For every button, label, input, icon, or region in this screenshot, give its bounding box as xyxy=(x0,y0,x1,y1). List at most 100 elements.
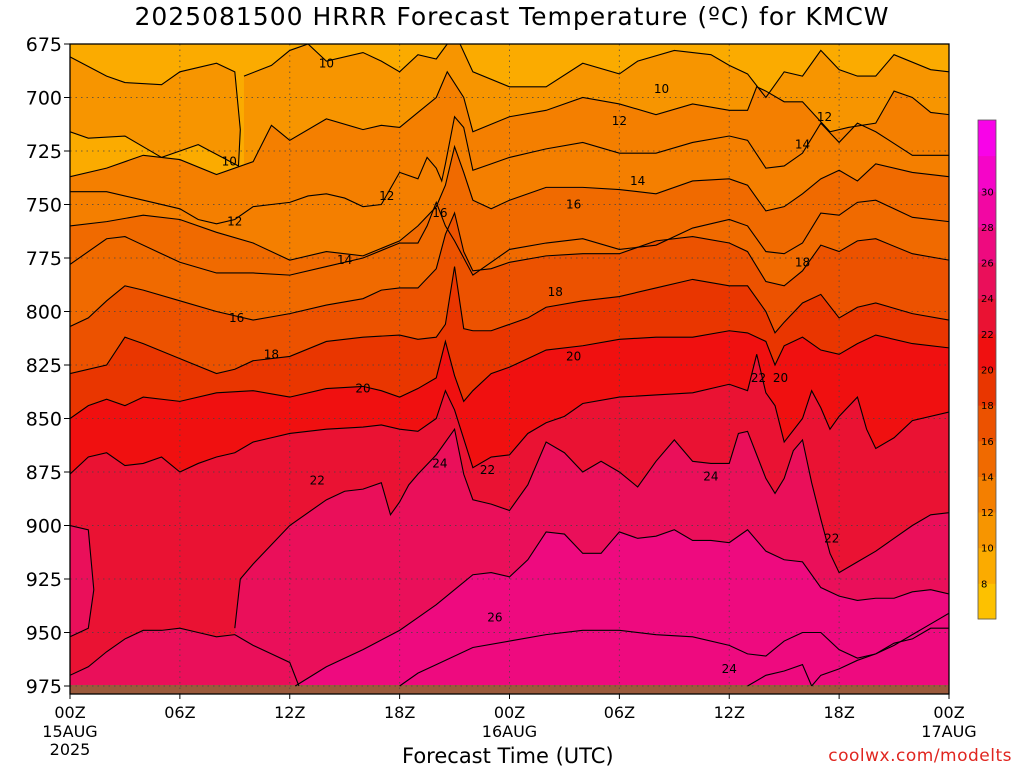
contour-24 xyxy=(70,524,95,638)
ground-strip xyxy=(70,685,949,694)
contour-label-10: 10 xyxy=(319,56,334,70)
fill-band-24 xyxy=(70,628,485,694)
contour-label-22: 22 xyxy=(824,531,839,545)
colorbar-segment-26 xyxy=(978,226,996,264)
y-tick-label-925: 925 xyxy=(26,569,62,591)
y-tick-label-825: 825 xyxy=(26,355,62,377)
y-axis: 675 700 725 750 775 800 825 850 875 900 925 950 975 xyxy=(26,34,70,698)
contour-24 xyxy=(747,663,813,687)
contour-label-20: 20 xyxy=(773,371,788,385)
contour-label-12: 12 xyxy=(227,215,242,229)
x-tick-date-48: 17AUG xyxy=(921,722,976,741)
chart-title: 2025081500 HRRR Forecast Temperature (ºC… xyxy=(134,2,890,31)
x-tick-label-36: 12Z xyxy=(714,703,745,722)
x-tick-label-24: 00Z xyxy=(494,703,525,722)
contour-16 xyxy=(70,211,949,327)
contour-label-18: 18 xyxy=(548,285,563,299)
contour-10 xyxy=(243,44,949,99)
contour-label-24: 24 xyxy=(703,469,718,483)
colorbar-segment-20 xyxy=(978,333,996,370)
contour-label-12: 12 xyxy=(612,114,627,128)
x-axis-title: Forecast Time (UTC) xyxy=(402,744,614,768)
contour-label-22: 22 xyxy=(751,371,766,385)
y-tick-label-675: 675 xyxy=(26,34,62,56)
contour-24 xyxy=(811,612,949,687)
contour-label-10: 10 xyxy=(654,82,669,96)
y-tick-label-975: 975 xyxy=(26,676,62,698)
colorbar-segment-8 xyxy=(978,547,996,584)
y-tick-label-950: 950 xyxy=(26,623,62,645)
source-credit: coolwx.com/modelts xyxy=(828,746,1012,766)
y-tick-label-700: 700 xyxy=(26,88,62,110)
contour-12 xyxy=(70,115,949,225)
colorbar-label-8: 8 xyxy=(981,579,987,590)
colorbar-label-30: 30 xyxy=(981,187,994,198)
colorbar-segment-28 xyxy=(978,191,996,228)
colorbar-label-24: 24 xyxy=(981,294,994,305)
colorbar-label-16: 16 xyxy=(981,437,994,448)
contour-label-16: 16 xyxy=(229,311,244,325)
colorbar-segment-14 xyxy=(978,440,996,477)
colorbar-segment-18 xyxy=(978,369,996,406)
contour-label-22: 22 xyxy=(480,463,495,477)
contour-24 xyxy=(234,427,949,629)
contour-22 xyxy=(70,354,949,475)
colorbar-label-22: 22 xyxy=(981,330,994,341)
y-tick-label-725: 725 xyxy=(26,141,62,163)
contour-label-20: 20 xyxy=(566,349,581,363)
y-tick-label-850: 850 xyxy=(26,409,62,431)
contour-24 xyxy=(70,627,300,687)
fill-band-26 xyxy=(399,628,949,694)
colorbar-segment-16 xyxy=(978,405,996,442)
x-tick-label-6: 06Z xyxy=(164,703,195,722)
x-tick-label-0: 00Z xyxy=(54,703,85,722)
colorbar-label-28: 28 xyxy=(981,223,994,234)
colorbar-segment-24 xyxy=(978,262,996,299)
colorbar: 8 10 12 14 16 18 20 22 24 26 28 30 xyxy=(977,119,997,620)
colorbar-segment-12 xyxy=(978,476,996,513)
contour-label-24: 24 xyxy=(432,456,447,470)
contour-26 xyxy=(399,627,949,687)
x-tick-label-48: 00Z xyxy=(933,703,964,722)
contour-label-18: 18 xyxy=(264,347,279,361)
colorbar-frame xyxy=(977,119,997,620)
contour-label-20: 20 xyxy=(355,382,370,396)
colorbar-label-20: 20 xyxy=(981,366,994,377)
contour-20 xyxy=(70,330,949,419)
y-tick-label-800: 800 xyxy=(26,302,62,324)
contour-label-16: 16 xyxy=(432,206,447,220)
colorbar-segment-6 xyxy=(978,583,996,620)
contour-label-18: 18 xyxy=(795,255,810,269)
y-tick-label-900: 900 xyxy=(26,516,62,538)
colorbar-segment-30 xyxy=(978,155,996,192)
contour-12 xyxy=(70,70,949,178)
x-tick-label-18: 18Z xyxy=(384,703,415,722)
colorbar-segment-10 xyxy=(978,512,996,549)
contour-label-10: 10 xyxy=(222,155,237,169)
contour-label-12: 12 xyxy=(379,189,394,203)
colorbar-segment-32 xyxy=(978,120,996,157)
contour-label-22: 22 xyxy=(310,474,325,488)
contour-18 xyxy=(70,266,949,375)
contour-14 xyxy=(70,144,949,261)
y-tick-label-875: 875 xyxy=(26,462,62,484)
colorbar-label-12: 12 xyxy=(981,508,994,519)
contour-label-16: 16 xyxy=(566,198,581,212)
contour-label-14: 14 xyxy=(795,138,810,152)
x-tick-date-24: 16AUG xyxy=(482,722,537,741)
fill-band-10 xyxy=(70,56,241,166)
contour-label-14: 14 xyxy=(337,253,352,267)
contour-lines xyxy=(70,44,949,687)
contour-labels: 10 10 10 12 12 12 12 14 14 14 16 16 16 18 18 18 20 20 20 22… xyxy=(222,56,840,676)
colorbar-label-26: 26 xyxy=(981,259,994,270)
contour-label-26: 26 xyxy=(487,611,502,625)
x-tick-year-0: 2025 xyxy=(50,740,91,759)
contour-10 xyxy=(70,56,241,167)
contour-label-24: 24 xyxy=(722,662,737,676)
colorbar-label-14: 14 xyxy=(981,472,994,483)
x-tick-label-42: 18Z xyxy=(823,703,854,722)
gridlines xyxy=(70,44,949,694)
x-tick-label-30: 06Z xyxy=(604,703,635,722)
